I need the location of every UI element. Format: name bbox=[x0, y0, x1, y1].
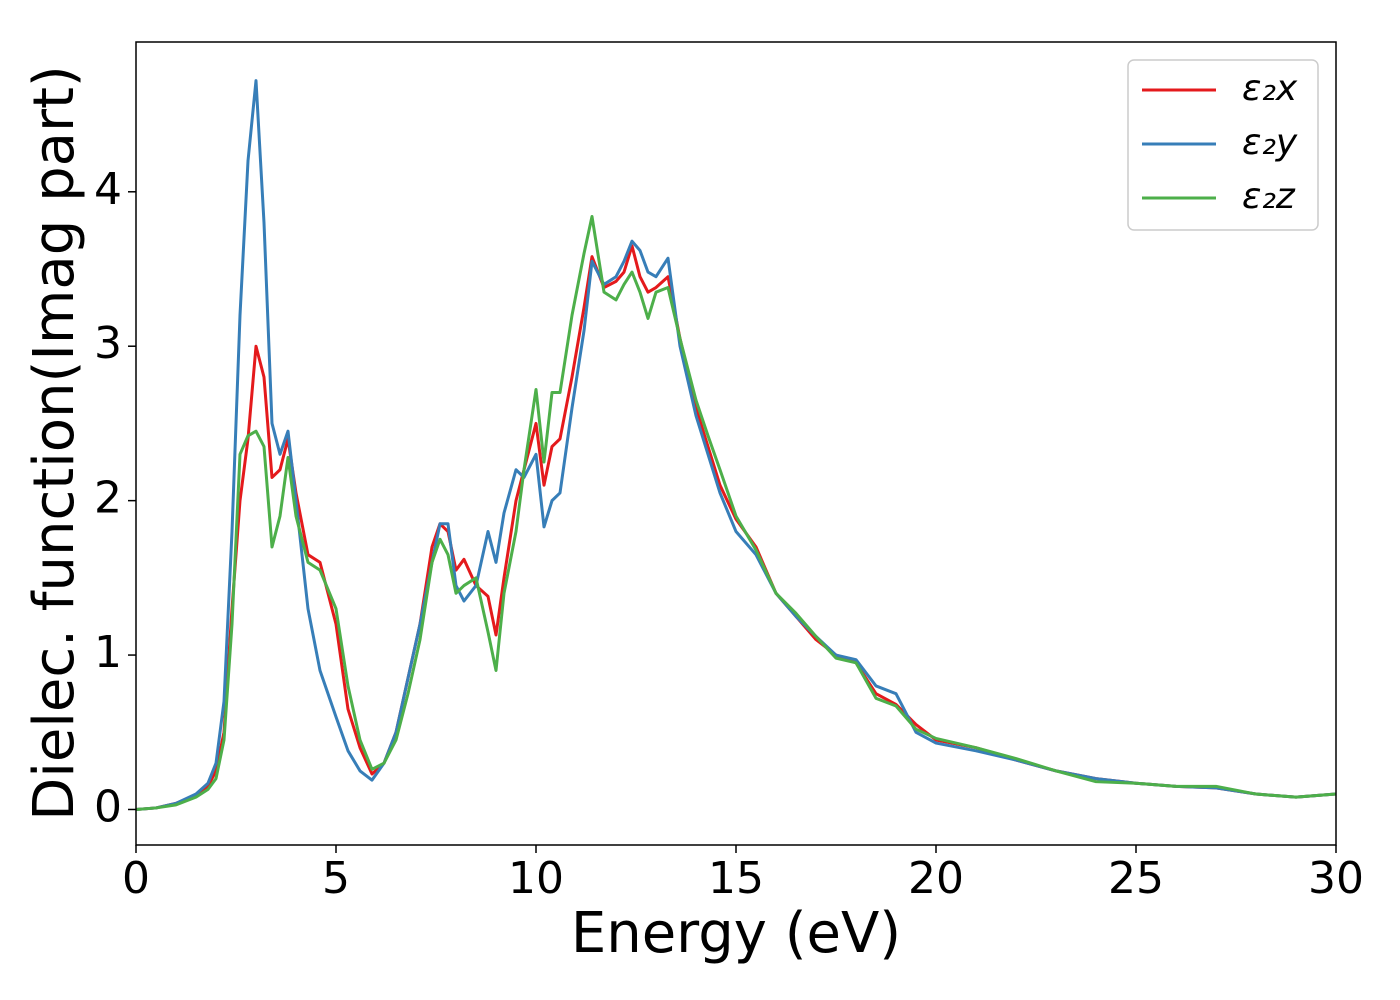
x-tick-label: 15 bbox=[708, 853, 764, 904]
x-axis-label: Energy (eV) bbox=[571, 901, 901, 966]
x-tick-label: 5 bbox=[322, 853, 350, 904]
y-tick-label: 1 bbox=[94, 627, 122, 678]
x-tick-label: 0 bbox=[122, 853, 150, 904]
legend-box bbox=[1127, 59, 1319, 231]
legend-label: ε₂z bbox=[1242, 176, 1296, 217]
series-line bbox=[136, 79, 1336, 811]
x-tick-label: 25 bbox=[1108, 853, 1164, 904]
series-line bbox=[136, 244, 1336, 811]
legend-label: ε₂y bbox=[1242, 122, 1298, 163]
y-axis-label: Dielec. function(Imag part) bbox=[22, 65, 87, 821]
y-tick-label: 0 bbox=[94, 781, 122, 832]
x-tick-label: 10 bbox=[508, 853, 564, 904]
y-tick-label: 3 bbox=[94, 318, 122, 369]
x-tick-label: 20 bbox=[908, 853, 964, 904]
series-line bbox=[136, 214, 1336, 811]
plot-frame bbox=[135, 41, 1337, 846]
y-tick-label: 2 bbox=[94, 473, 122, 524]
legend-label: ε₂x bbox=[1242, 68, 1298, 109]
y-tick-label: 4 bbox=[94, 164, 122, 215]
x-tick-label: 30 bbox=[1308, 853, 1364, 904]
